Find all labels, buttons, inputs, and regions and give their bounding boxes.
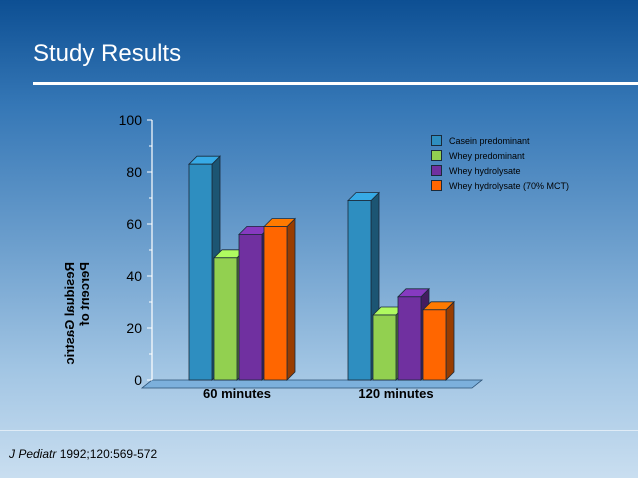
legend-item: Whey predominant [431,148,569,163]
bar [422,309,447,381]
chart-legend: Casein predominant Whey predominant Whey h… [431,133,569,193]
y-tick-label: 40 [126,268,142,284]
y-tick-label: 60 [126,216,142,232]
slide-title: Study Results [33,40,182,67]
bar [263,226,288,381]
legend-label: Whey hydrolysate (70% MCT) [449,180,570,191]
legend-item: Whey hydrolysate (70% MCT) [431,178,569,193]
legend-swatch [431,180,442,191]
bar [372,314,397,381]
bar [347,200,372,381]
x-category-label: 120 minutes [358,386,433,401]
citation-journal: J Pediatr [9,447,57,461]
y-tick-label: 20 [126,320,142,336]
x-category-label: 60 minutes [203,386,271,401]
bar-side [445,300,455,381]
legend-label: Whey predominant [449,150,525,161]
legend-label: Casein predominant [449,135,530,146]
bar [213,257,238,381]
bar [188,163,213,381]
legend-item: Whey hydrolysate [431,163,569,178]
y-axis-label-line-2: Residual Gastric [62,262,77,365]
title-divider [33,82,638,85]
y-axis-label-line-1: Percent of [77,262,92,326]
y-axis-label: Percent of Residual Gastric [62,262,92,365]
bar-side [286,217,296,381]
legend-swatch [431,135,442,146]
y-tick-label: 100 [119,112,143,128]
bar [238,233,263,381]
y-tick-label: 0 [134,372,142,388]
y-tick-label: 80 [126,164,142,180]
legend-swatch [431,150,442,161]
bar [397,296,422,381]
legend-item: Casein predominant [431,133,569,148]
chart-floor [140,379,484,389]
legend-label: Whey hydrolysate [449,165,521,176]
citation: J Pediatr 1992;120:569-572 [9,447,157,461]
citation-details: 1992;120:569-572 [56,447,158,461]
footer-divider [0,430,638,431]
legend-swatch [431,165,442,176]
